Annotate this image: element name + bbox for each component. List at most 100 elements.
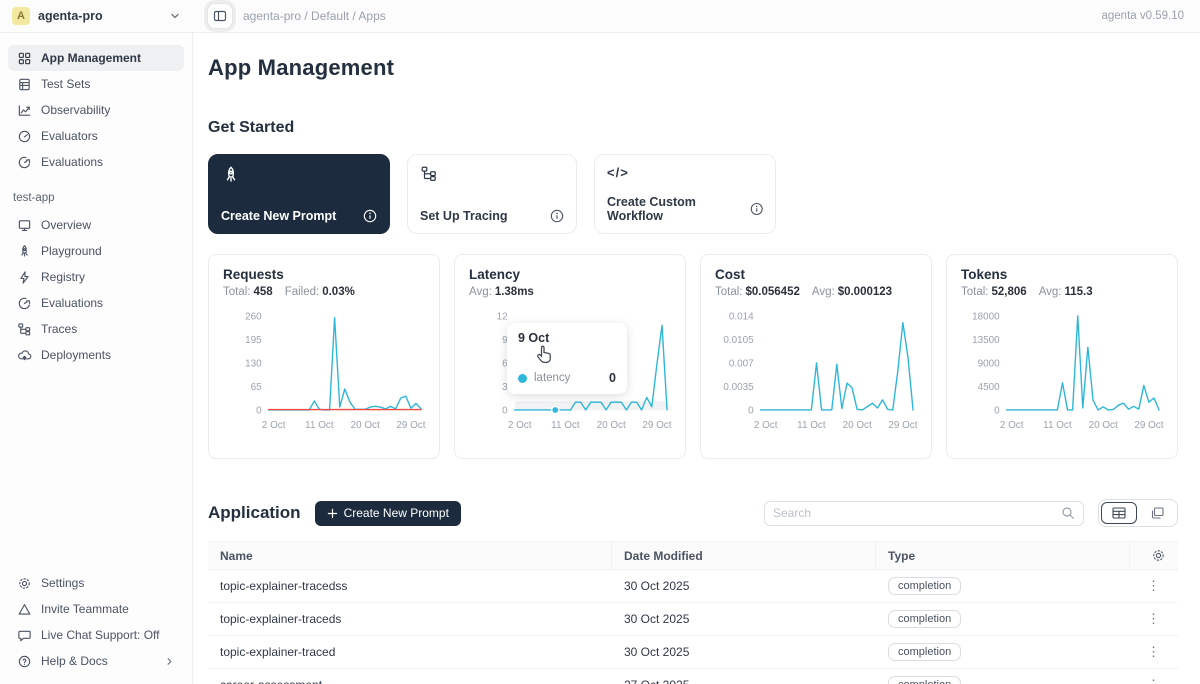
column-settings-cell — [1130, 542, 1178, 569]
sidebar-item-settings[interactable]: Settings — [8, 570, 184, 596]
speedometer-icon — [17, 296, 32, 311]
svg-text:20 Oct: 20 Oct — [843, 420, 872, 431]
search-input[interactable] — [773, 506, 1061, 520]
set-up-tracing-card[interactable]: Set Up Tracing — [407, 154, 577, 234]
requests-chart-card: Requests Total:458 Failed:0.03% 06513019… — [208, 254, 440, 459]
type-badge: completion — [888, 676, 961, 684]
svg-text:9000: 9000 — [978, 358, 1001, 369]
sidebar-item-app-evaluations[interactable]: Evaluations — [8, 290, 184, 316]
app-name[interactable]: career-assessment — [208, 678, 612, 684]
chart-stats: Avg:1.38ms — [469, 286, 673, 298]
svg-text:0: 0 — [748, 405, 754, 416]
cloud-upload-icon — [17, 348, 32, 363]
info-icon[interactable] — [550, 209, 564, 223]
sidebar-item-traces[interactable]: Traces — [8, 316, 184, 342]
app-name[interactable]: topic-explainer-traced — [208, 645, 612, 659]
table-row[interactable]: topic-explainer-traced 30 Oct 2025 compl… — [208, 636, 1178, 669]
sidebar-item-label: Evaluations — [41, 155, 103, 169]
workspace-avatar: A — [12, 7, 30, 25]
column-header-type[interactable]: Type — [876, 542, 1130, 569]
table-view-button[interactable] — [1101, 502, 1137, 524]
cost-line-chart[interactable]: 00.00350.0070.01050.0142 Oct11 Oct20 Oct… — [715, 306, 919, 435]
date-modified: 30 Oct 2025 — [612, 579, 876, 593]
sidebar-item-invite-teammate[interactable]: Invite Teammate — [8, 596, 184, 622]
info-icon[interactable] — [750, 202, 763, 216]
sidebar-item-playground[interactable]: Playground — [8, 238, 184, 264]
sidebar-item-deployments[interactable]: Deployments — [8, 342, 184, 368]
breadcrumb[interactable]: agenta-pro / Default / Apps — [243, 9, 386, 23]
chart-title: Cost — [715, 267, 919, 282]
app-name[interactable]: topic-explainer-tracedss — [208, 579, 612, 593]
create-new-prompt-button[interactable]: Create New Prompt — [315, 501, 461, 526]
app-name[interactable]: topic-explainer-traceds — [208, 612, 612, 626]
sidebar-item-registry[interactable]: Registry — [8, 264, 184, 290]
info-icon[interactable] — [363, 209, 377, 223]
create-custom-workflow-card[interactable]: </> Create Custom Workflow — [594, 154, 776, 234]
sidebar-item-label: Playground — [41, 244, 102, 258]
rocket-icon — [221, 165, 241, 185]
main-content: App Management Get Started Create New Pr… — [194, 33, 1200, 684]
top-header: A agenta-pro agenta-pro / Default / Apps… — [0, 0, 1200, 33]
sidebar-toggle-button[interactable] — [207, 3, 233, 29]
date-modified: 30 Oct 2025 — [612, 612, 876, 626]
code-icon: </> — [607, 165, 763, 180]
panel-left-icon — [213, 9, 227, 23]
sidebar-item-test-sets[interactable]: Test Sets — [8, 71, 184, 97]
triangle-icon — [17, 602, 32, 617]
table-settings-gear-icon[interactable] — [1151, 548, 1166, 563]
card-view-button[interactable] — [1139, 502, 1175, 524]
sidebar-item-label: Evaluations — [41, 296, 103, 310]
tooltip-series-label: latency — [534, 372, 570, 384]
sidebar-item-help-docs[interactable]: Help & Docs — [8, 648, 184, 674]
chat-bubble-icon — [17, 628, 32, 643]
svg-text:11 Oct: 11 Oct — [551, 420, 580, 431]
card-label: Create New Prompt — [221, 209, 336, 223]
sidebar-item-live-chat[interactable]: Live Chat Support: Off — [8, 622, 184, 648]
sidebar-spacer — [8, 368, 184, 570]
svg-text:20 Oct: 20 Oct — [351, 420, 380, 431]
table-row[interactable]: topic-explainer-tracedss 30 Oct 2025 com… — [208, 570, 1178, 603]
row-menu-button[interactable]: ⋮ — [1141, 677, 1166, 684]
rocket-icon — [17, 244, 32, 259]
create-new-prompt-card[interactable]: Create New Prompt — [208, 154, 390, 234]
grid-icon — [17, 51, 32, 66]
workspace-selector[interactable]: A agenta-pro — [0, 7, 193, 25]
row-menu-button[interactable]: ⋮ — [1141, 644, 1166, 660]
row-menu-button[interactable]: ⋮ — [1141, 578, 1166, 594]
table-row[interactable]: career-assessment 27 Oct 2025 completion… — [208, 669, 1178, 684]
page-title: App Management — [208, 55, 1178, 81]
tree-icon — [17, 322, 32, 337]
chart-stats: Total:$0.056452 Avg:$0.000123 — [715, 286, 919, 298]
tokens-chart-card: Tokens Total:52,806 Avg:115.3 0450090001… — [946, 254, 1178, 459]
requests-line-chart[interactable]: 0651301952602 Oct11 Oct20 Oct29 Oct — [223, 306, 427, 435]
sidebar-item-label: Help & Docs — [41, 654, 108, 668]
column-header-date-modified[interactable]: Date Modified — [612, 542, 876, 569]
search-icon[interactable] — [1061, 506, 1075, 520]
sidebar-item-app-management[interactable]: App Management — [8, 45, 184, 71]
svg-text:195: 195 — [245, 335, 262, 346]
chevron-down-icon — [169, 10, 181, 22]
get-started-heading: Get Started — [208, 119, 1178, 137]
chart-tooltip: 9 Oct latency 0 — [507, 323, 627, 394]
gear-icon — [17, 576, 32, 591]
svg-text:0.014: 0.014 — [729, 311, 754, 322]
row-menu-button[interactable]: ⋮ — [1141, 611, 1166, 627]
svg-text:0: 0 — [256, 405, 262, 416]
svg-text:0: 0 — [994, 405, 1000, 416]
sidebar-item-evaluations[interactable]: Evaluations — [8, 149, 184, 175]
sidebar-item-evaluators[interactable]: Evaluators — [8, 123, 184, 149]
card-view-icon — [1151, 507, 1164, 519]
tokens-line-chart[interactable]: 04500900013500180002 Oct11 Oct20 Oct29 O… — [961, 306, 1165, 435]
sidebar-item-label: Registry — [41, 270, 85, 284]
sidebar-item-observability[interactable]: Observability — [8, 97, 184, 123]
svg-text:4500: 4500 — [978, 382, 1001, 393]
sidebar-item-label: Evaluators — [41, 129, 98, 143]
column-header-name[interactable]: Name — [208, 542, 612, 569]
svg-text:0: 0 — [502, 405, 508, 416]
type-badge: completion — [888, 610, 961, 628]
sidebar-item-overview[interactable]: Overview — [8, 212, 184, 238]
speedometer-icon — [17, 155, 32, 170]
table-row[interactable]: topic-explainer-traceds 30 Oct 2025 comp… — [208, 603, 1178, 636]
lightning-icon — [17, 270, 32, 285]
svg-text:11 Oct: 11 Oct — [305, 420, 334, 431]
